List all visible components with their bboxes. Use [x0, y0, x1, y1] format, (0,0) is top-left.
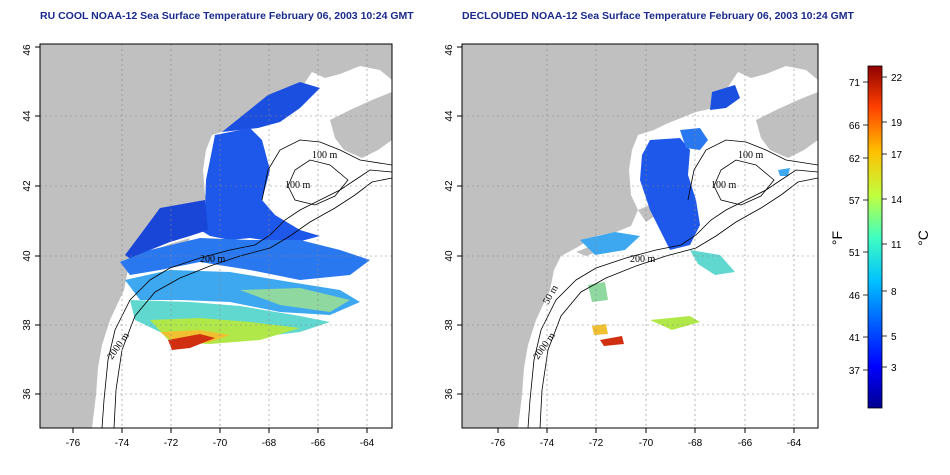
- right-contour-label-3: 200 m: [630, 254, 656, 265]
- right-sst-field: [580, 85, 790, 346]
- right-map: 100 m 100 m 200 m 2000 m 50 m: [462, 44, 818, 428]
- right-panel-title: DECLOUDED NOAA-12 Sea Surface Temperatur…: [462, 10, 854, 22]
- right-frame: [461, 43, 819, 429]
- colorbar-c-tick: 11: [891, 240, 902, 251]
- right-x-tick-label: -70: [639, 438, 654, 449]
- left-map: 100 m 100 m 200 m 2000 m: [40, 44, 392, 428]
- right-x-tick-label: -76: [491, 438, 506, 449]
- right-contour-label-2: 100 m: [711, 180, 737, 191]
- colorbar-c-tick: 3: [891, 363, 897, 374]
- colorbar-gradient: [867, 65, 883, 409]
- left-contour-label-3: 200 m: [200, 254, 226, 265]
- left-y-tick-label: 46: [22, 44, 33, 56]
- left-x-axis: -76 -74 -72 -70 -68 -66 -64: [66, 428, 375, 449]
- right-land-mainland: [462, 44, 818, 428]
- right-y-tick-label: 42: [444, 180, 455, 192]
- right-y-tick-label: 38: [444, 319, 455, 331]
- colorbar-f-tick: 41: [849, 333, 861, 344]
- colorbar-f-tick: 46: [849, 291, 861, 302]
- left-x-tick-label: -72: [164, 438, 179, 449]
- right-x-tick-label: -66: [738, 438, 753, 449]
- right-y-tick-label: 36: [444, 388, 455, 400]
- colorbar-f-tick: 62: [849, 154, 861, 165]
- colorbar-f-tick: 51: [849, 248, 861, 259]
- left-x-tick-label: -68: [262, 438, 277, 449]
- left-y-tick-label: 40: [22, 250, 33, 262]
- left-y-tick-label: 44: [22, 110, 33, 122]
- right-x-tick-label: -72: [589, 438, 604, 449]
- colorbar-c-tick: 8: [891, 287, 897, 298]
- colorbar-c-tick: 14: [891, 195, 903, 206]
- right-y-tick-label: 46: [444, 44, 455, 56]
- left-panel-title: RU COOL NOAA-12 Sea Surface Temperature …: [40, 10, 414, 22]
- left-contour-label-1: 100 m: [312, 150, 338, 161]
- right-y-tick-label: 44: [444, 110, 455, 122]
- right-land-novascotia: [756, 92, 818, 158]
- right-contour-label-1: 100 m: [738, 150, 764, 161]
- colorbar-c-tick: 19: [891, 118, 903, 129]
- left-x-tick-label: -66: [311, 438, 326, 449]
- left-y-tick-label: 36: [22, 388, 33, 400]
- left-x-tick-label: -74: [115, 438, 130, 449]
- left-x-tick-label: -64: [360, 438, 375, 449]
- left-y-tick-label: 42: [22, 180, 33, 192]
- right-y-tick-label: 40: [444, 250, 455, 262]
- colorbar-celsius-label: °C: [915, 230, 931, 246]
- left-grid: [40, 44, 392, 428]
- colorbar-c-tick: 17: [891, 150, 903, 161]
- left-x-tick-label: -76: [66, 438, 81, 449]
- right-x-tick-label: -64: [787, 438, 802, 449]
- right-x-tick-label: -68: [688, 438, 703, 449]
- left-frame: [39, 43, 393, 429]
- left-land-novascotia: [330, 92, 392, 158]
- colorbar-f-tick: 57: [849, 196, 861, 207]
- right-x-tick-label: -74: [540, 438, 555, 449]
- right-isobaths: [527, 139, 818, 428]
- right-x-axis: -76 -74 -72 -70 -68 -66 -64: [491, 428, 802, 449]
- colorbar-f-tick: 37: [849, 366, 861, 377]
- colorbar-f-tick: 71: [849, 78, 861, 89]
- colorbar-f-tick: 66: [849, 121, 861, 132]
- left-y-tick-label: 38: [22, 319, 33, 331]
- left-y-axis: 36 38 40 42 44 46: [22, 44, 40, 400]
- left-contour-label-2: 100 m: [285, 180, 311, 191]
- colorbar-c-tick: 5: [891, 332, 897, 343]
- right-y-axis: 36 38 40 42 44 46: [444, 44, 462, 400]
- right-grid: [462, 44, 818, 428]
- left-x-tick-label: -70: [213, 438, 228, 449]
- colorbar-fahrenheit-label: °F: [829, 231, 845, 245]
- colorbar-c-tick: 22: [891, 73, 903, 84]
- left-land-mainland: [40, 44, 392, 428]
- colorbar: 71 66 62 57 51 46 41 37 22 19 17 14 11 8…: [829, 65, 931, 409]
